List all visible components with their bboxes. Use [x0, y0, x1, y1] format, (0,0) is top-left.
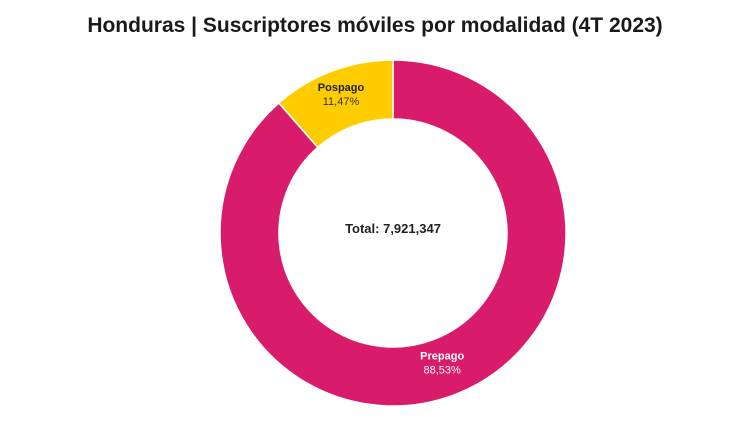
slice-label-prepago: Prepago [420, 351, 464, 363]
slice-labels-group: Prepago 88,53% Pospago 11,47% [318, 82, 465, 377]
slice-label-pospago: Pospago [318, 82, 365, 94]
slices-group [219, 59, 567, 407]
slice-value-pospago: 11,47% [323, 96, 360, 108]
center-total-label: Total: 7,921,347 [345, 221, 441, 236]
slice-value-prepago: 88,53% [424, 365, 462, 377]
slice-prepago[interactable] [219, 59, 567, 407]
slice-pospago[interactable] [277, 59, 394, 149]
chart-title: Honduras | Suscriptores móviles por moda… [87, 14, 663, 37]
